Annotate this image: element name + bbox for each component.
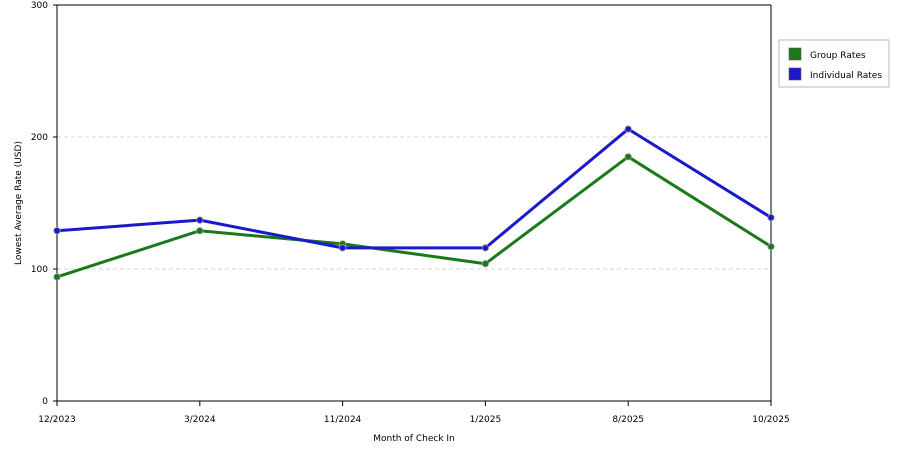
data-point-individual-rates[interactable]	[196, 216, 204, 224]
x-ticks: 12/2023 3/2024 11/2024 1/2025 8/2025 10/2025	[38, 401, 790, 425]
series-line-group-rates	[55, 155, 773, 279]
legend-label-group-rates: Group Rates	[810, 51, 866, 61]
x-tick-label: 11/2024	[324, 415, 362, 425]
x-tick-label: 1/2025	[470, 415, 502, 425]
data-point-group-rates[interactable]	[53, 273, 61, 281]
x-tick-label: 10/2025	[752, 415, 789, 425]
series-line-individual-rates	[55, 127, 773, 250]
data-point-individual-rates[interactable]	[767, 213, 775, 222]
legend: Group Rates Individual Rates	[778, 39, 890, 88]
series-layer	[53, 125, 775, 281]
grid-layer	[57, 136, 771, 270]
y-ticks: 0 100 200 300	[31, 1, 57, 407]
data-point-group-rates[interactable]	[481, 260, 489, 268]
data-point-individual-rates[interactable]	[481, 244, 489, 252]
y-tick-label: 200	[31, 133, 48, 143]
y-axis-title: Lowest Average Rate (USD)	[14, 141, 24, 265]
legend-swatch-individual-rates	[788, 67, 802, 81]
data-point-group-rates[interactable]	[624, 153, 632, 161]
x-tick-label: 3/2024	[184, 415, 216, 425]
y-tick-label: 300	[31, 1, 48, 11]
x-axis-title: Month of Check In	[373, 434, 455, 444]
data-point-individual-rates[interactable]	[624, 125, 632, 133]
legend-swatch-group-rates	[788, 47, 802, 61]
data-point-individual-rates[interactable]	[53, 227, 61, 235]
x-tick-label: 12/2023	[38, 415, 75, 425]
legend-label-individual-rates: Individual Rates	[810, 71, 882, 81]
y-tick-label: 0	[42, 397, 48, 407]
data-point-group-rates[interactable]	[767, 242, 775, 251]
data-point-group-rates[interactable]	[196, 227, 204, 235]
x-tick-label: 8/2025	[612, 415, 644, 425]
data-point-individual-rates[interactable]	[338, 244, 347, 252]
axes-layer	[56, 4, 772, 402]
y-tick-label: 100	[31, 265, 48, 275]
